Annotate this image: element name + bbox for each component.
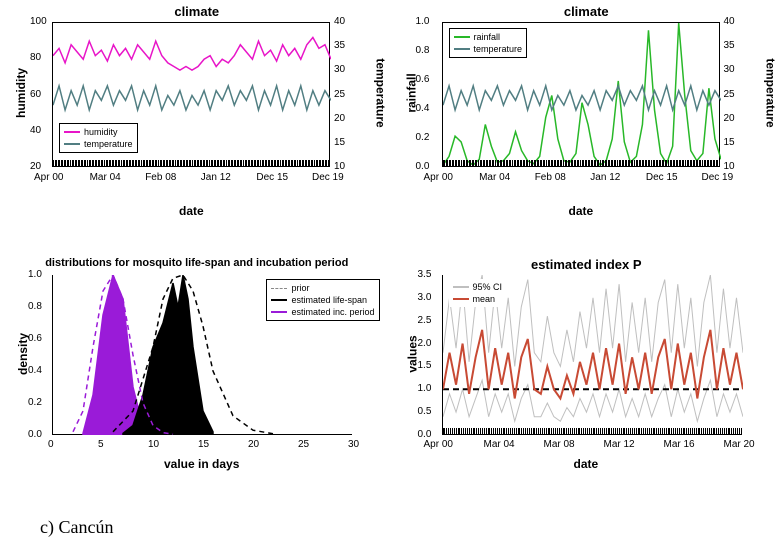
legend-swatch (271, 299, 287, 301)
chart-title: climate (564, 4, 609, 19)
legend-item-temperature: temperature (64, 138, 133, 150)
legend: prior estimated life-span estimated inc.… (266, 279, 379, 321)
legend-swatch (64, 143, 80, 145)
xlabel: value in days (164, 457, 239, 471)
legend-item-ci: 95% CI (453, 281, 503, 293)
figure-caption: c) Cancún (40, 517, 113, 538)
legend-item-lifespan: estimated life-span (271, 294, 374, 306)
legend-swatch (454, 48, 470, 50)
xlabel: date (179, 204, 204, 218)
legend-swatch (453, 286, 469, 288)
ylabel-left: humidity (14, 68, 28, 118)
xlabel: date (574, 457, 599, 471)
chart-title: distributions for mosquito life-span and… (45, 257, 348, 269)
legend: rainfall temperature (449, 28, 528, 58)
ylabel-right: temperature (763, 58, 777, 127)
panel-climate-humidity: climate humidity temperature date 204060… (4, 4, 390, 253)
legend-label: temperature (84, 138, 133, 150)
chart-title: climate (174, 4, 219, 19)
legend-label: temperature (474, 43, 523, 55)
legend-label: estimated inc. period (291, 306, 374, 318)
legend-swatch (64, 131, 80, 133)
panel-climate-rainfall: climate rainfall temperature date 0.00.2… (394, 4, 780, 253)
legend-item-incperiod: estimated inc. period (271, 306, 374, 318)
legend: humidity temperature (59, 123, 138, 153)
legend-swatch (271, 288, 287, 289)
legend-item-temperature: temperature (454, 43, 523, 55)
legend-label: humidity (84, 126, 118, 138)
legend-label: estimated life-span (291, 294, 367, 306)
legend-item-humidity: humidity (64, 126, 133, 138)
ylabel-right: temperature (374, 58, 388, 127)
legend-label: prior (291, 282, 309, 294)
chart-title: estimated index P (531, 257, 642, 272)
legend-label: rainfall (474, 31, 501, 43)
panel-distributions: distributions for mosquito life-span and… (4, 257, 390, 506)
legend-item-rainfall: rainfall (454, 31, 523, 43)
legend-item-mean: mean (453, 293, 503, 305)
legend-swatch (454, 36, 470, 38)
xlabel: date (569, 204, 594, 218)
legend-swatch (271, 311, 287, 313)
legend: 95% CI mean (449, 279, 507, 307)
legend-swatch (453, 298, 469, 300)
panel-index-p: estimated index P values date 0.00.51.01… (394, 257, 780, 506)
chart-grid: climate humidity temperature date 204060… (0, 0, 783, 510)
legend-label: mean (473, 293, 496, 305)
legend-label: 95% CI (473, 281, 503, 293)
legend-item-prior: prior (271, 282, 374, 294)
